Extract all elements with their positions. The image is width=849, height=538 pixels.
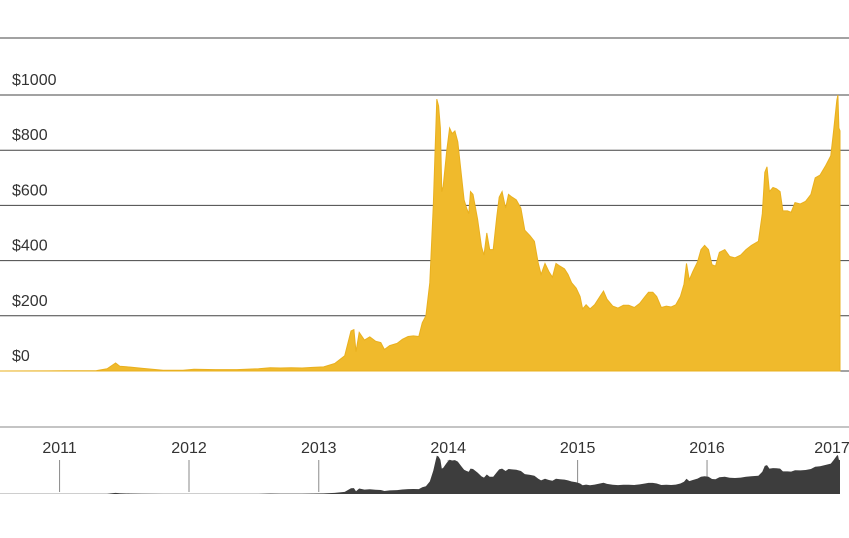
y-tick-label: $800 — [12, 127, 48, 144]
overview-navigator[interactable] — [0, 455, 840, 494]
y-tick-label: $1000 — [12, 72, 57, 89]
overview-area-series — [0, 455, 840, 494]
x-tick-label: 2014 — [430, 440, 466, 457]
x-tick-label: 2012 — [171, 440, 207, 457]
y-axis-labels: $0 $200 $400 $600 $800 $1000 — [12, 72, 57, 365]
main-area — [0, 94, 841, 372]
y-tick-label: $600 — [12, 182, 48, 199]
x-tick-label: 2015 — [560, 440, 596, 457]
x-tick-label: 2017 — [814, 440, 849, 457]
x-tick-label: 2013 — [301, 440, 337, 457]
y-tick-label: $200 — [12, 293, 48, 310]
x-tick-label: 2016 — [689, 440, 725, 457]
x-axis-ticks[interactable]: 2011 2012 2013 2014 2015 2016 2017 — [42, 440, 849, 492]
x-tick-label: 2011 — [42, 440, 77, 457]
y-tick-label: $0 — [12, 348, 30, 365]
y-tick-label: $400 — [12, 238, 48, 255]
price-area-series — [0, 94, 841, 372]
